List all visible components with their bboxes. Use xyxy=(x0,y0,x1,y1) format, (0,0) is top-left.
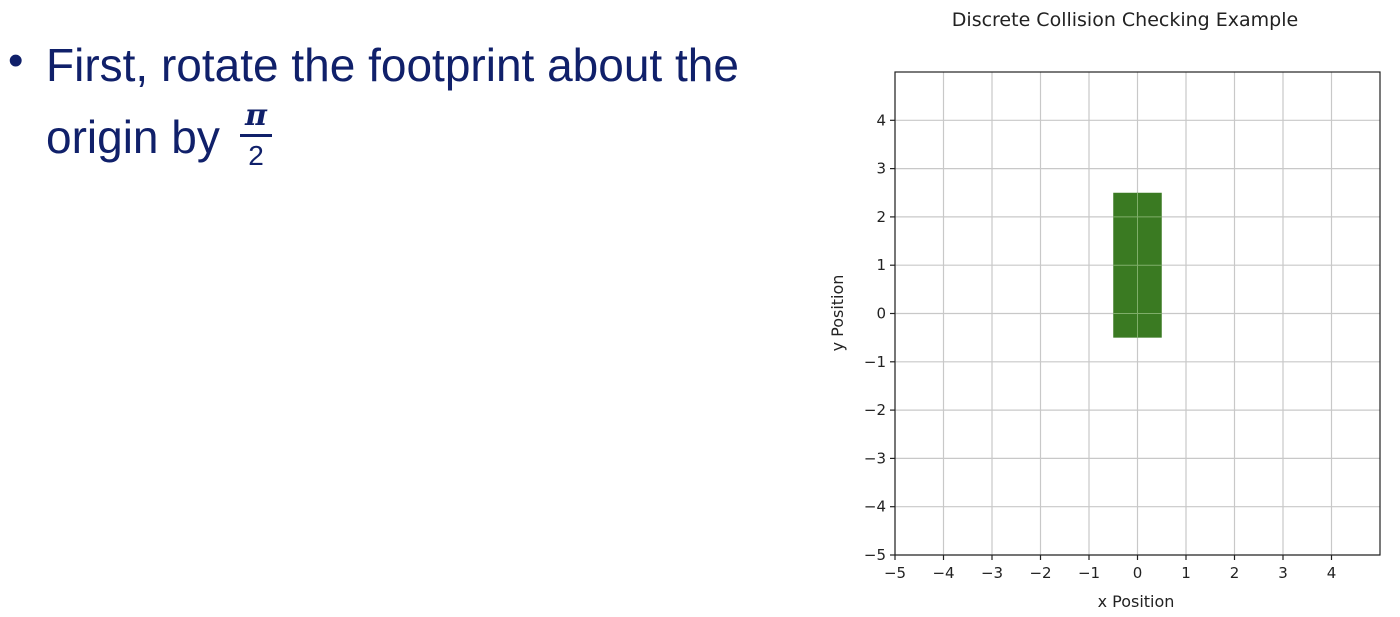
y-tick-label: −5 xyxy=(864,546,886,564)
fraction-denominator: 2 xyxy=(248,140,264,171)
tick-marks: −5 −4 −3 −2 −1 0 1 2 3 4 −5 −4 −3 −2 −1 0 1 2 3 4 xyxy=(864,111,1336,582)
x-tick-label: −5 xyxy=(884,564,906,582)
y-tick-label: 4 xyxy=(876,111,886,129)
x-tick-label: 2 xyxy=(1230,564,1240,582)
x-axis-label: x Position xyxy=(1098,592,1175,611)
y-tick-label: 3 xyxy=(876,160,886,178)
x-tick-label: 3 xyxy=(1278,564,1288,582)
y-tick-label: −3 xyxy=(864,449,886,467)
fraction-bar xyxy=(240,134,272,137)
bullet-dot: • xyxy=(8,36,24,85)
chart-container: Discrete Collision Checking Example −5 −4… xyxy=(820,0,1400,613)
x-tick-label: −4 xyxy=(932,564,954,582)
y-tick-label: 2 xyxy=(876,208,886,226)
y-axis-label: y Position xyxy=(828,275,847,352)
x-tick-label: −3 xyxy=(981,564,1003,582)
y-tick-label: 1 xyxy=(876,256,886,274)
x-tick-label: 0 xyxy=(1133,564,1143,582)
x-tick-label: −1 xyxy=(1078,564,1100,582)
x-tick-label: −2 xyxy=(1029,564,1051,582)
collision-chart: Discrete Collision Checking Example −5 −4… xyxy=(828,9,1381,611)
y-tick-label: −2 xyxy=(864,401,886,419)
x-tick-label: 1 xyxy=(1181,564,1191,582)
y-tick-label: −4 xyxy=(864,498,886,516)
plot-frame xyxy=(894,71,1381,556)
y-tick-label: −1 xyxy=(864,353,886,371)
bullet-text-line-1: First, rotate the footprint about the xyxy=(46,39,739,91)
y-tick-label: 0 xyxy=(876,305,886,323)
bullet-text-line-2: origin by xyxy=(46,111,220,163)
footprint-layer xyxy=(1113,192,1162,338)
x-tick-label: 4 xyxy=(1327,564,1337,582)
chart-title: Discrete Collision Checking Example xyxy=(952,9,1298,31)
slide-text: • First, rotate the footprint about the … xyxy=(0,0,820,300)
fraction-numerator: π xyxy=(245,98,267,133)
pi-over-two-fraction: π 2 xyxy=(240,100,272,171)
